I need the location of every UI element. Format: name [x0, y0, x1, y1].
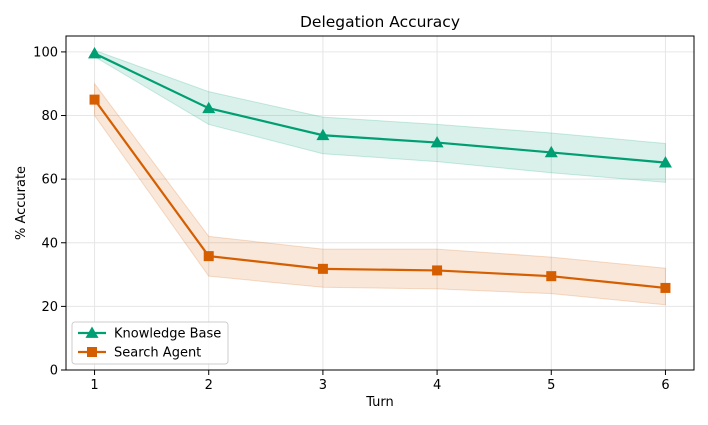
x-axis-label: Turn — [365, 395, 394, 410]
knowledge-base-line — [94, 52, 666, 164]
chart-title: Delegation Accuracy — [300, 13, 460, 31]
knowledge-base-point — [430, 136, 444, 148]
knowledge-base-point — [316, 128, 330, 141]
knowledge-base-point — [202, 101, 216, 114]
y-tick-label: 20 — [41, 300, 58, 315]
legend-label-knowledge-base: Knowledge Base — [114, 327, 221, 342]
knowledge-base-point — [544, 145, 558, 158]
series-markers — [88, 46, 672, 293]
y-tick-label: 40 — [41, 236, 58, 251]
x-tick-label: 3 — [319, 378, 327, 393]
legend: Knowledge Base Search Agent — [71, 321, 229, 365]
x-axis-ticks: 1 2 3 4 5 6 — [90, 370, 670, 393]
x-tick-label: 2 — [205, 378, 213, 393]
confidence-bands — [94, 49, 666, 306]
y-axis-label: % Accurate — [14, 166, 29, 240]
x-tick-label: 5 — [547, 378, 555, 393]
y-tick-label: 0 — [50, 364, 58, 379]
knowledge-base-point — [88, 46, 102, 59]
search-agent-point — [432, 265, 443, 276]
search-agent-point — [317, 263, 328, 274]
x-tick-label: 6 — [661, 378, 669, 393]
search-agent-point — [660, 282, 671, 293]
search-agent-point — [89, 94, 100, 105]
y-tick-label: 60 — [41, 173, 58, 188]
legend-label-search-agent: Search Agent — [114, 346, 201, 361]
series-lines — [93, 52, 666, 290]
search-agent-point — [203, 251, 214, 262]
y-axis-ticks: 0 20 40 60 80 100 — [33, 45, 66, 379]
y-tick-label: 80 — [41, 109, 58, 124]
knowledge-base-band — [94, 49, 666, 183]
search-agent-band — [94, 82, 666, 306]
legend-marker-search-agent — [87, 347, 97, 357]
legend-box — [71, 321, 229, 365]
knowledge-base-point — [658, 156, 672, 168]
plot-frame — [65, 35, 695, 371]
search-agent-line — [93, 98, 666, 290]
x-tick-label: 1 — [90, 378, 98, 393]
y-tick-label: 100 — [33, 45, 58, 60]
x-tick-label: 4 — [433, 378, 441, 393]
search-agent-point — [546, 271, 557, 282]
legend-marker-knowledge-base — [85, 326, 99, 338]
